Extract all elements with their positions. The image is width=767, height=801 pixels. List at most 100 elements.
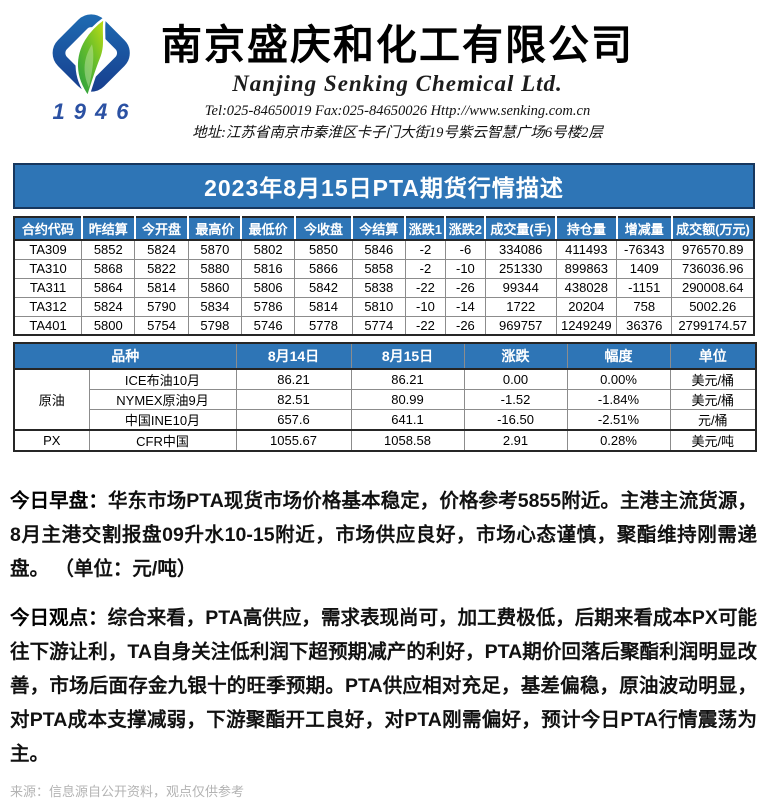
market-table-head: 品种 8月14日 8月15日 涨跌 幅度 单位 (13, 343, 757, 370)
futures-cell: 36376 (616, 315, 673, 336)
view-commentary: 今日观点：综合来看，PTA高供应，需求表现尚可，加工费极低，后期来看成本PX可能… (10, 601, 757, 771)
futures-cell: 969757 (484, 315, 557, 336)
market-cell-d14: 657.6 (235, 409, 352, 431)
leaf-diamond-logo-icon (52, 14, 130, 100)
futures-header-cell: 今收盘 (293, 217, 354, 241)
market-cell-unit: 元/桶 (669, 409, 757, 431)
futures-cell: 5864 (81, 277, 136, 298)
futures-cell: 20204 (555, 296, 618, 317)
market-row: NYMEX原油9月 82.51 80.99 -1.52 -1.84% 美元/桶 (14, 389, 757, 410)
market-cell-d15: 80.99 (350, 389, 465, 410)
futures-cell: 5798 (187, 315, 242, 336)
market-cell-unit: 美元/桶 (669, 368, 757, 390)
market-row: 中国INE10月 657.6 641.1 -16.50 -2.51% 元/桶 (14, 409, 757, 431)
futures-cell: 758 (616, 296, 673, 317)
market-cell-unit: 美元/吨 (669, 429, 757, 452)
market-header-cell: 幅度 (566, 343, 671, 370)
market-cell-change: -1.52 (463, 389, 568, 410)
address-line: 地址:江苏省南京市秦淮区卡子门大街19号紫云智慧广场6号楼2层 (192, 125, 603, 141)
futures-cell: 5860 (187, 277, 242, 298)
futures-cell: -76343 (616, 239, 673, 260)
futures-table-head: 合约代码 昨结算 今开盘 最高价 最低价 今收盘 今结算 涨跌1 涨跌2 成交量(手) 持仓量 增减量… (14, 217, 754, 241)
company-header-text: 南京盛庆和化工有限公司 Nanjing Senking Chemical Ltd… (125, 20, 670, 143)
futures-cell: 5868 (81, 258, 136, 279)
futures-cell: 5746 (240, 315, 296, 336)
view-label: 今日观点： (10, 607, 108, 629)
futures-cell: 5814 (294, 296, 353, 317)
market-cell-d15: 641.1 (350, 409, 465, 431)
futures-header-cell: 成交量(手) (484, 217, 558, 241)
futures-row: TA311 5864 5814 5860 5806 5842 5838 -22 -26 99344… (13, 277, 755, 298)
futures-header-cell: 涨跌2 (444, 217, 487, 241)
futures-header-row: 合约代码 昨结算 今开盘 最高价 最低价 今收盘 今结算 涨跌1 涨跌2 成交量(手) 持仓量 增减量… (14, 217, 754, 241)
futures-cell: -26 (444, 277, 486, 298)
market-header-cell: 单位 (669, 343, 757, 370)
futures-cell: 334086 (484, 239, 557, 260)
futures-cell: 5880 (187, 258, 242, 279)
futures-header-cell: 最高价 (187, 217, 243, 241)
market-group-cell: 原油 (13, 368, 90, 431)
futures-cell: 1409 (616, 258, 673, 279)
company-name-en: Nanjing Senking Chemical Ltd. (232, 71, 563, 96)
logo-year: 1946 (52, 99, 138, 124)
futures-cell: 438028 (555, 277, 618, 298)
futures-cell: TA309 (13, 239, 83, 260)
futures-cell: 5802 (240, 239, 296, 260)
market-cell-item: ICE布油10月 (88, 368, 237, 390)
market-cell-change: -16.50 (463, 409, 568, 431)
futures-cell: -2 (404, 239, 446, 260)
market-header-cell: 品种 (13, 343, 237, 370)
futures-cell: 290008.64 (671, 277, 755, 298)
futures-cell: 5838 (351, 277, 406, 298)
futures-cell: 5852 (81, 239, 136, 260)
company-logo: 1946 (33, 14, 151, 125)
futures-cell: 5858 (351, 258, 406, 279)
market-row: PX CFR中国 1055.67 1058.58 2.91 0.28% 美元/吨 (13, 429, 757, 452)
market-table: 品种 8月14日 8月15日 涨跌 幅度 单位 原油 ICE布油10月 86.21 86.21 0… (13, 342, 757, 452)
futures-cell: 5866 (294, 258, 353, 279)
futures-cell: 2799174.57 (671, 315, 755, 336)
futures-cell: 5754 (134, 315, 189, 336)
futures-cell: TA401 (13, 315, 83, 336)
futures-cell: 1722 (484, 296, 557, 317)
futures-row: TA309 5852 5824 5870 5802 5850 5846 -2 -6 334086 4… (13, 239, 755, 260)
futures-cell: 5834 (187, 296, 242, 317)
market-cell-pct: -1.84% (566, 389, 671, 410)
futures-cell: -26 (444, 315, 486, 336)
market-cell-item: CFR中国 (88, 429, 237, 452)
market-cell-d14: 82.51 (235, 389, 352, 410)
futures-cell: 5824 (134, 239, 189, 260)
market-cell-item: NYMEX原油9月 (88, 389, 237, 410)
contact-line: Tel:025-84650019 Fax:025-84650026 Http:/… (204, 103, 591, 119)
market-header-cell: 8月15日 (350, 343, 465, 370)
futures-cell: 5816 (240, 258, 296, 279)
futures-header-cell: 今开盘 (133, 217, 190, 241)
futures-header-cell: 持仓量 (555, 217, 618, 241)
futures-header-cell: 最低价 (240, 217, 296, 241)
market-cell-pct: -2.51% (566, 409, 671, 431)
futures-cell: 5846 (351, 239, 406, 260)
market-header-cell: 8月14日 (235, 343, 352, 370)
futures-cell: -10 (404, 296, 446, 317)
futures-cell: 251330 (484, 258, 557, 279)
futures-row: TA310 5868 5822 5880 5816 5866 5858 -2 -10 251330… (13, 258, 755, 279)
futures-row: TA312 5824 5790 5834 5786 5814 5810 -10 -14 1722 2… (13, 296, 755, 317)
company-header: 1946 南京盛庆和化工有限公司 Nanjing Senking Chemica… (0, 0, 767, 150)
morning-label: 今日早盘： (10, 490, 108, 512)
futures-cell: 5810 (351, 296, 406, 317)
futures-cell: 5778 (294, 315, 353, 336)
futures-cell: 5870 (187, 239, 242, 260)
futures-cell: TA310 (13, 258, 83, 279)
market-cell-d15: 86.21 (350, 368, 465, 390)
market-cell-d15: 1058.58 (350, 429, 465, 452)
futures-cell: 1249249 (555, 315, 618, 336)
futures-cell: 736036.96 (671, 258, 755, 279)
futures-cell: 5002.26 (671, 296, 755, 317)
morning-commentary: 今日早盘：华东市场PTA现货市场价格基本稳定，价格参考5855附近。主港主流货源… (10, 484, 757, 586)
view-text: 综合来看，PTA高供应，需求表现尚可，加工费极低，后期来看成本PX可能往下游让利… (10, 607, 757, 765)
futures-cell: 5850 (294, 239, 353, 260)
market-header-cell: 涨跌 (463, 343, 568, 370)
futures-cell: 411493 (555, 239, 618, 260)
futures-header-cell: 涨跌1 (404, 217, 447, 241)
